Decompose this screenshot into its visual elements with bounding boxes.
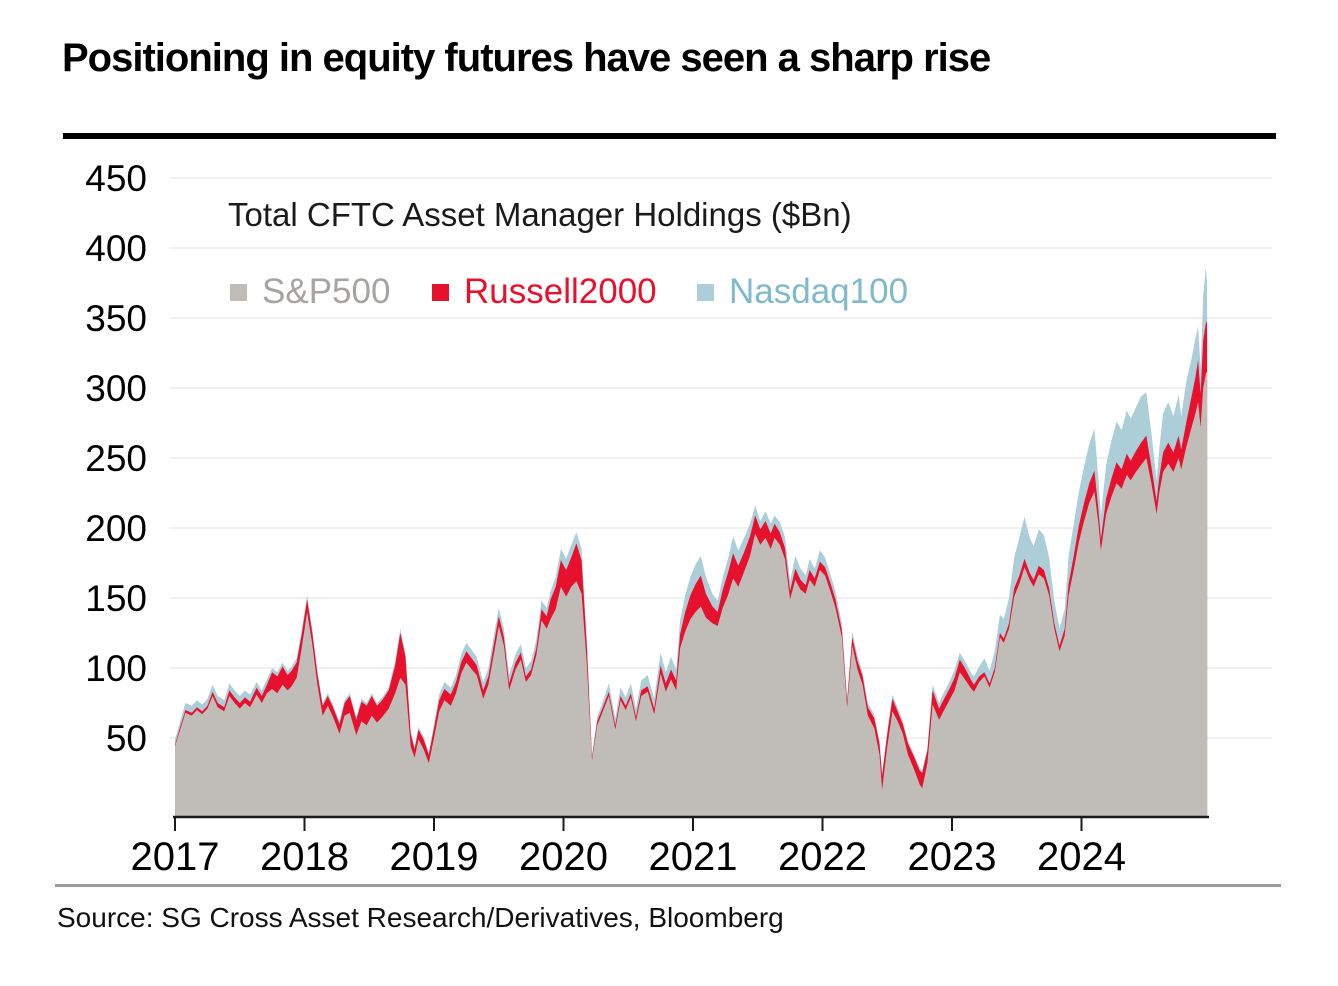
- svg-text:150: 150: [85, 578, 147, 619]
- svg-text:250: 250: [85, 438, 147, 479]
- svg-text:2022: 2022: [778, 835, 867, 879]
- legend-item-nasdaq100: Nasdaq100: [697, 272, 908, 312]
- page-title: Positioning in equity futures have seen …: [62, 36, 991, 80]
- x-axis: [173, 815, 1209, 831]
- legend-item-sp500: S&P500: [230, 272, 390, 312]
- legend-label-nasdaq100: Nasdaq100: [729, 272, 909, 311]
- svg-text:2018: 2018: [260, 835, 349, 879]
- svg-text:2023: 2023: [908, 835, 997, 879]
- sp500-swatch-icon: [230, 283, 247, 301]
- legend-item-russell2000: Russell2000: [432, 272, 657, 312]
- svg-text:350: 350: [85, 298, 147, 339]
- russell2000-swatch-icon: [432, 283, 449, 301]
- svg-text:50: 50: [106, 718, 147, 759]
- chart-subtitle: Total CFTC Asset Manager Holdings ($Bn): [228, 196, 852, 233]
- source-text: Source: SG Cross Asset Research/Derivati…: [57, 902, 784, 933]
- svg-text:450: 450: [85, 158, 147, 199]
- svg-text:400: 400: [85, 228, 147, 269]
- legend: S&P500 Russell2000 Nasdaq100: [0, 272, 1338, 312]
- svg-text:2020: 2020: [519, 835, 608, 879]
- x-axis-labels: 2017 2018 2019 2020 2021 2022 2023 2024: [131, 835, 1126, 879]
- svg-text:2019: 2019: [390, 835, 479, 879]
- legend-label-sp500: S&P500: [262, 272, 391, 311]
- svg-text:200: 200: [85, 508, 147, 549]
- y-axis-labels: 450 400 350 300 250 200 150 100 50: [85, 158, 147, 759]
- svg-text:2024: 2024: [1037, 835, 1126, 879]
- svg-text:300: 300: [85, 368, 147, 409]
- svg-text:2021: 2021: [649, 835, 738, 879]
- bottom-divider: [55, 884, 1281, 887]
- legend-label-russell2000: Russell2000: [464, 272, 657, 311]
- svg-text:2017: 2017: [131, 835, 220, 879]
- top-divider: [63, 133, 1276, 139]
- nasdaq100-swatch-icon: [697, 283, 714, 301]
- svg-text:100: 100: [85, 648, 147, 689]
- area-series: [175, 267, 1208, 818]
